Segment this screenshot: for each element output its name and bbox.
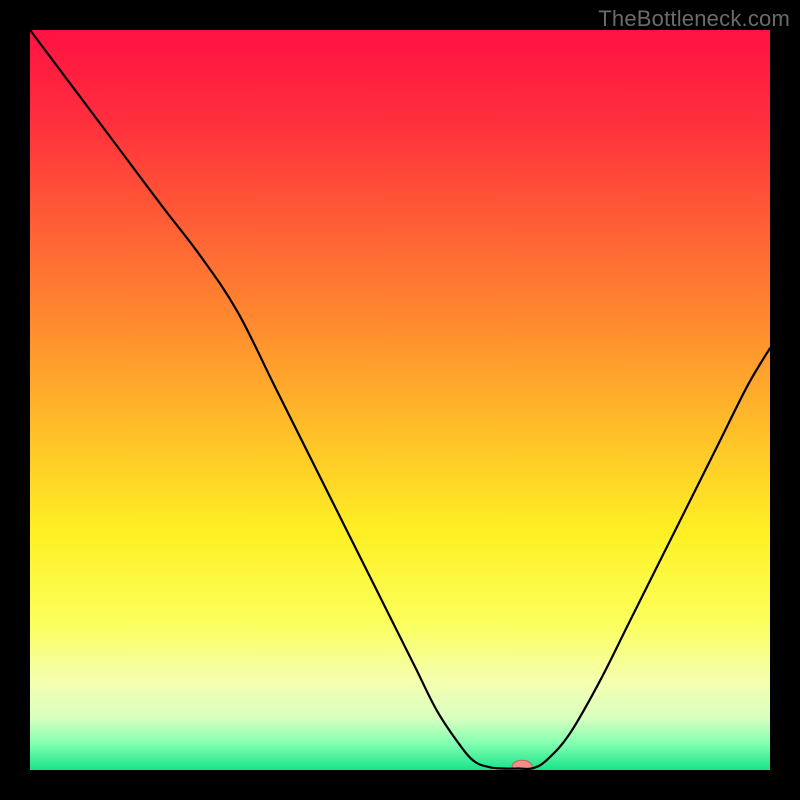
watermark-text: TheBottleneck.com (598, 6, 790, 32)
bottleneck-chart (0, 0, 800, 800)
chart-container: TheBottleneck.com (0, 0, 800, 800)
plot-background (30, 30, 770, 770)
